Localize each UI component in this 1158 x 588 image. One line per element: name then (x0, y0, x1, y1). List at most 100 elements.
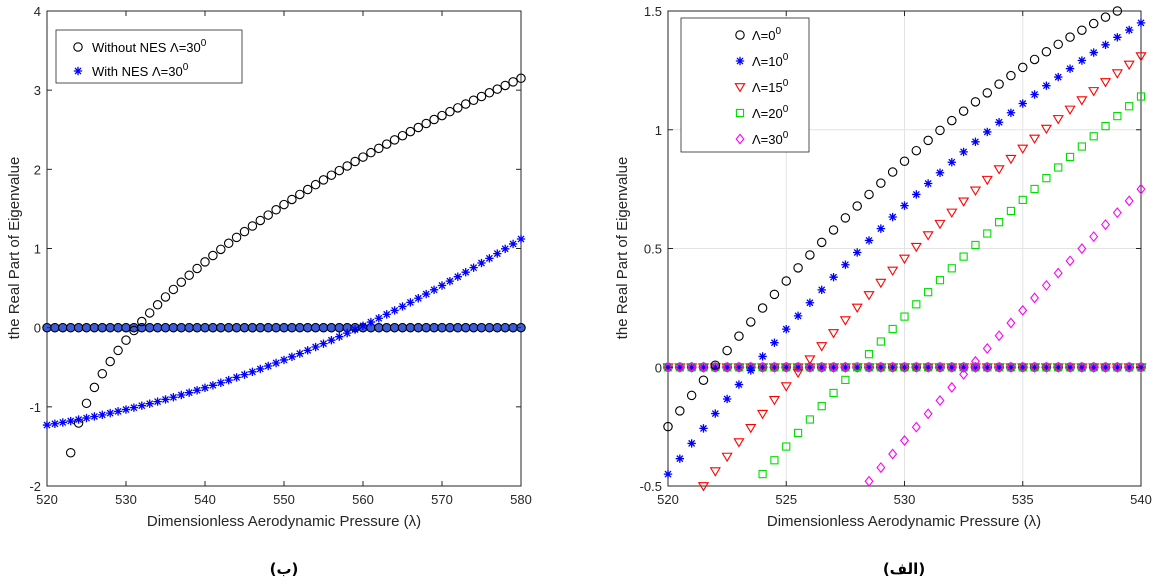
zero-point (758, 363, 767, 372)
zero-point (168, 322, 179, 333)
data-point (160, 292, 171, 302)
zero-point (97, 322, 108, 333)
series-4 (758, 92, 1146, 479)
data-point (382, 310, 391, 319)
zero-band-left (42, 322, 526, 333)
data-point (208, 250, 218, 261)
zero-point (81, 322, 92, 333)
legend-label: Λ=200 (752, 104, 789, 121)
data-point (710, 360, 721, 371)
data-point (437, 281, 447, 290)
data-point (758, 352, 767, 361)
data-point (508, 77, 518, 87)
zero-point (152, 322, 163, 333)
x-axis-label-left: Dimensionless Aerodynamic Pressure (λ) (147, 513, 421, 530)
chart-panel-left: 520 530 540 550 560 570 580 -2 -1 0 1 2 3 4 Dimension… (6, 4, 532, 578)
data-point (698, 375, 709, 385)
zero-point (912, 363, 921, 372)
legend-box-left (55, 29, 243, 84)
zero-point (841, 363, 850, 372)
zero-point (89, 322, 100, 333)
data-point (223, 238, 234, 249)
data-point (82, 413, 91, 423)
data-point (398, 302, 407, 311)
data-point (508, 239, 518, 249)
data-point (406, 298, 415, 307)
data-point (176, 277, 187, 287)
data-point (935, 395, 945, 407)
series-5 (864, 183, 1146, 487)
data-point (1089, 231, 1099, 243)
data-point (900, 312, 909, 321)
data-point (500, 80, 510, 91)
data-point (817, 402, 826, 411)
zero-point (113, 322, 123, 333)
data-point (923, 408, 933, 420)
zero-point (900, 363, 909, 372)
data-point (887, 167, 898, 177)
data-point (1040, 124, 1052, 135)
zero-point (382, 322, 392, 333)
data-point (42, 420, 52, 430)
data-point (888, 212, 897, 222)
data-point (248, 367, 257, 377)
data-point (900, 435, 909, 446)
data-point (461, 268, 470, 277)
data-point (864, 189, 874, 200)
zero-point (994, 363, 1004, 372)
data-point (887, 266, 899, 277)
data-point (389, 135, 400, 145)
data-point (1125, 102, 1134, 111)
data-point (429, 285, 439, 295)
data-point (1017, 62, 1028, 73)
zero-point (864, 361, 874, 373)
data-point (923, 135, 933, 146)
data-point (485, 254, 494, 263)
data-point (711, 409, 720, 418)
data-point (98, 410, 107, 420)
zero-point (734, 361, 744, 373)
zero-point (1054, 363, 1063, 372)
zero-point (947, 363, 956, 372)
zero-point (413, 322, 423, 333)
zero-point (782, 363, 791, 372)
zero-point (710, 361, 720, 373)
zero-point (935, 363, 945, 372)
data-point (343, 328, 352, 338)
data-point (841, 375, 850, 385)
zero-point (287, 322, 297, 333)
data-point (319, 339, 328, 348)
zero-point (698, 361, 708, 373)
zero-point (888, 363, 897, 372)
data-point (405, 126, 416, 137)
data-point (66, 416, 75, 426)
zero-point (829, 361, 839, 373)
zero-point (224, 322, 234, 333)
data-point (971, 137, 980, 147)
data-point (958, 106, 969, 116)
data-point (958, 197, 970, 207)
zero-point (935, 361, 945, 373)
data-point (924, 288, 933, 297)
data-point (923, 179, 933, 188)
zero-point (445, 322, 455, 333)
data-point (200, 383, 210, 393)
data-point (1017, 144, 1029, 155)
zero-point (687, 361, 697, 373)
data-point (983, 229, 992, 238)
data-point (1030, 90, 1039, 99)
zero-point (864, 363, 874, 372)
data-point (947, 264, 956, 273)
data-point (1065, 152, 1075, 162)
data-point (994, 79, 1004, 89)
data-point (208, 381, 218, 390)
zero-point (817, 363, 826, 372)
data-point (295, 349, 304, 358)
tick-group-left: 520 530 540 550 560 570 580 -2 -1 0 1 2 3 4 (29, 4, 531, 507)
zero-point (699, 363, 708, 372)
data-point (876, 224, 886, 233)
data-point (1101, 219, 1111, 231)
data-point (247, 221, 258, 231)
zero-point (817, 361, 827, 373)
zero-band-right (662, 361, 1147, 373)
